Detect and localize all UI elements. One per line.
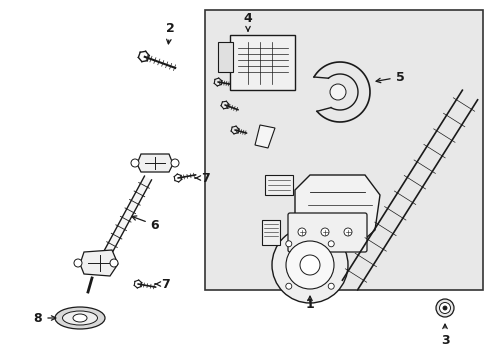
Circle shape [171,159,179,167]
Circle shape [327,241,333,247]
Polygon shape [342,90,477,290]
Circle shape [320,228,328,236]
Circle shape [435,299,453,317]
Polygon shape [104,176,151,254]
Bar [218,42,232,72]
Circle shape [299,255,319,275]
Circle shape [327,283,333,289]
Ellipse shape [62,311,97,325]
Text: 8: 8 [34,311,56,324]
Circle shape [329,84,346,100]
Polygon shape [137,154,173,172]
FancyBboxPatch shape [287,213,366,252]
Polygon shape [80,250,118,276]
Polygon shape [254,125,274,148]
Circle shape [285,241,333,289]
Text: 1: 1 [305,298,314,311]
Text: 3: 3 [440,324,448,346]
Circle shape [74,259,82,267]
Circle shape [439,302,449,314]
Circle shape [271,227,347,303]
Circle shape [297,228,305,236]
Text: 6: 6 [132,216,159,231]
Text: 2: 2 [165,22,174,44]
Bar [229,35,294,90]
Circle shape [285,283,291,289]
Bar [204,10,482,290]
Bar [262,220,280,245]
Circle shape [110,259,118,267]
Circle shape [285,241,291,247]
Text: 5: 5 [375,71,404,84]
Circle shape [131,159,139,167]
Text: 7: 7 [155,278,169,291]
Circle shape [343,228,351,236]
Text: 7: 7 [195,171,209,185]
Circle shape [442,306,446,310]
Polygon shape [294,175,379,252]
Bar [264,175,292,195]
Ellipse shape [55,307,105,329]
Text: 4: 4 [243,12,252,31]
Ellipse shape [73,314,87,322]
